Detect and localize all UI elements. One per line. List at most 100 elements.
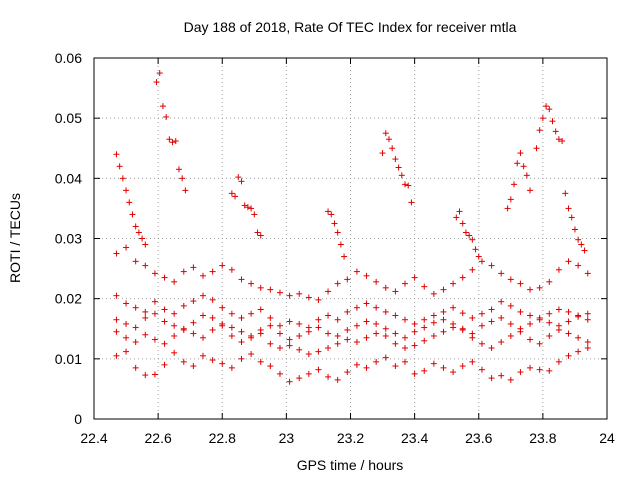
data-point [179,175,186,182]
data-point [113,352,120,359]
data-point [315,316,322,323]
data-point [228,266,235,273]
data-point [440,364,447,371]
data-point [132,338,139,345]
data-point [363,300,370,307]
data-point [331,220,338,227]
data-point [116,163,123,170]
data-point [209,326,216,333]
data-point [488,345,495,352]
y-tick-label: 0.04 [55,170,82,186]
data-point [156,70,163,77]
data-point [190,298,197,305]
data-point [248,351,255,358]
data-point [169,139,176,146]
data-point [142,372,149,379]
data-point [453,214,460,221]
y-tick-label: 0.01 [55,351,82,367]
data-point [161,361,168,368]
data-point [430,332,437,339]
data-point [163,113,170,120]
data-point [113,151,120,158]
data-point [517,308,524,315]
data-point [251,211,258,218]
data-point [325,330,332,337]
data-point [334,332,341,339]
data-point [257,306,264,313]
data-point [575,313,582,320]
data-point [267,314,274,321]
data-point [459,220,466,227]
data-point [398,172,405,179]
data-point [546,278,553,285]
data-point [478,340,485,347]
data-point [353,322,360,329]
x-tick-label: 23.6 [465,430,492,446]
data-point [190,319,197,326]
data-point [209,357,216,364]
data-point [520,163,527,170]
data-point [123,244,130,251]
data-point [315,348,322,355]
data-point [421,324,428,331]
data-point [344,369,351,376]
data-point [527,364,534,371]
data-point [511,181,518,188]
data-point [267,363,274,370]
data-point [575,236,582,243]
data-point [488,306,495,313]
x-tick-label: 23.4 [401,430,428,446]
data-point [325,312,332,319]
data-point [546,332,553,339]
data-point [536,340,543,347]
data-point [228,310,235,317]
data-point [584,338,591,345]
data-point [507,302,514,309]
data-point [296,320,303,327]
data-point [405,182,412,189]
data-point [392,288,399,295]
data-point [469,266,476,273]
data-point [469,314,476,321]
data-point [113,316,120,323]
data-point [555,358,562,365]
data-point [142,308,149,315]
data-point [478,366,485,373]
data-point [132,223,139,230]
data-point [219,320,226,327]
y-tick-labels: 0 0.01 0.02 0.03 0.04 0.05 0.06 [55,50,82,427]
data-point [373,278,380,285]
data-point [584,316,591,323]
data-point [209,314,216,321]
data-point [123,320,130,327]
data-point [488,262,495,269]
data-point [123,334,130,341]
data-point [132,324,139,331]
data-point [382,354,389,361]
data-point [267,322,274,329]
data-point [392,363,399,370]
data-point [459,363,466,370]
data-point [555,136,562,143]
data-point [478,258,485,265]
data-point [238,276,245,283]
data-point [180,326,187,333]
data-point [219,262,226,269]
data-point [450,304,457,311]
data-point [440,286,447,293]
data-point [200,352,207,359]
data-point [411,320,418,327]
data-point [411,342,418,349]
x-tick-label: 23.2 [337,430,364,446]
data-point [328,211,335,218]
y-tick-label: 0.03 [55,231,82,247]
data-point [584,310,591,317]
data-point [113,292,120,299]
data-points [113,70,591,385]
data-point [171,332,178,339]
chart-title: Day 188 of 2018, Rate Of TEC Index for r… [184,19,517,35]
data-point [353,361,360,368]
data-point [411,328,418,335]
data-point [123,187,130,194]
data-point [139,235,146,242]
